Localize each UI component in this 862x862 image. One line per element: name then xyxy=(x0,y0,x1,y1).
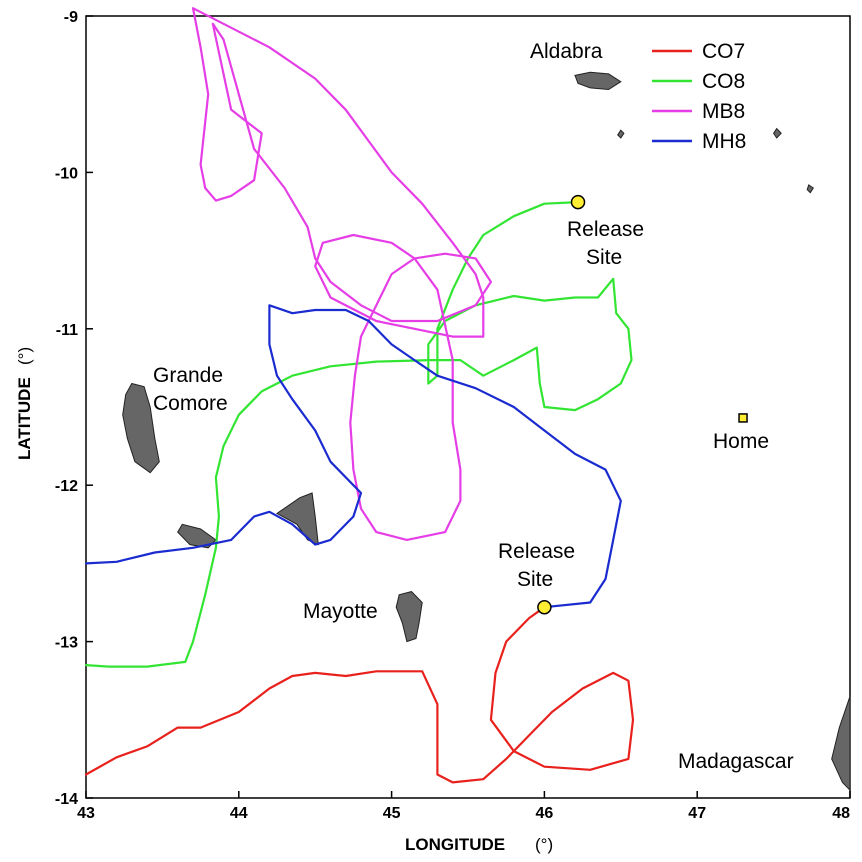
label-mayotte: Mayotte xyxy=(303,600,378,623)
label-release-north-1: Release xyxy=(567,218,644,241)
label-release-south-1: Release xyxy=(498,540,575,563)
island-anjouan xyxy=(276,492,319,546)
island-grande-comore xyxy=(122,382,160,474)
island-mayotte xyxy=(395,591,423,643)
islands-layer xyxy=(122,71,851,792)
legend-label-mh8: MH8 xyxy=(702,130,746,153)
x-axis-title: LONGITUDE xyxy=(405,835,505,854)
y-axis-title-group: LATITUDE (°) xyxy=(15,347,34,460)
axis-ticks: 43 44 45 46 47 48 -9 -10 -11 -12 -13 -14 xyxy=(55,9,851,822)
island-aldabra xyxy=(574,71,622,91)
release-site-marker xyxy=(570,194,586,210)
x-tick-label: 43 xyxy=(77,805,95,822)
track-co7 xyxy=(84,606,635,784)
track-co8 xyxy=(84,201,633,668)
y-axis-title: LATITUDE xyxy=(15,377,34,460)
island-madagascar xyxy=(831,696,851,792)
y-tick-label: -11 xyxy=(56,322,78,339)
y-tick-label: -9 xyxy=(64,9,78,26)
label-release-south-2: Site xyxy=(517,568,553,591)
legend-label-mb8: MB8 xyxy=(702,100,745,123)
label-madagascar: Madagascar xyxy=(678,750,794,773)
tracks-layer xyxy=(84,7,635,784)
x-tick-label: 46 xyxy=(536,805,554,822)
label-comore: Comore xyxy=(153,392,228,415)
x-tick-label: 48 xyxy=(832,805,850,822)
label-aldabra: Aldabra xyxy=(530,40,603,63)
legend: CO7 CO8 MB8 MH8 xyxy=(652,40,746,153)
label-grande: Grande xyxy=(153,364,223,387)
legend-label-co8: CO8 xyxy=(702,70,745,93)
y-tick-label: -14 xyxy=(55,791,78,808)
track-mb8 xyxy=(191,7,492,542)
x-tick-label: 45 xyxy=(383,805,401,822)
track-mh8 xyxy=(84,304,622,609)
x-tick-label: 47 xyxy=(688,805,706,822)
island-islet-3 xyxy=(806,184,814,194)
island-islet-2 xyxy=(773,127,782,139)
release-site-marker xyxy=(537,599,552,615)
island-moheli xyxy=(177,523,217,549)
y-tick-label: -13 xyxy=(55,635,78,652)
legend-label-co7: CO7 xyxy=(702,40,745,63)
label-release-north-2: Site xyxy=(586,246,622,269)
island-islet-1 xyxy=(617,129,625,139)
y-tick-label: -12 xyxy=(55,478,78,495)
y-tick-label: -10 xyxy=(55,165,78,182)
plot-frame xyxy=(85,15,851,799)
markers-layer xyxy=(537,194,748,615)
home-marker xyxy=(738,413,748,423)
x-tick-label: 44 xyxy=(230,805,248,822)
label-home: Home xyxy=(713,430,769,453)
x-axis-unit: (°) xyxy=(535,835,553,854)
y-axis-unit: (°) xyxy=(15,347,34,365)
